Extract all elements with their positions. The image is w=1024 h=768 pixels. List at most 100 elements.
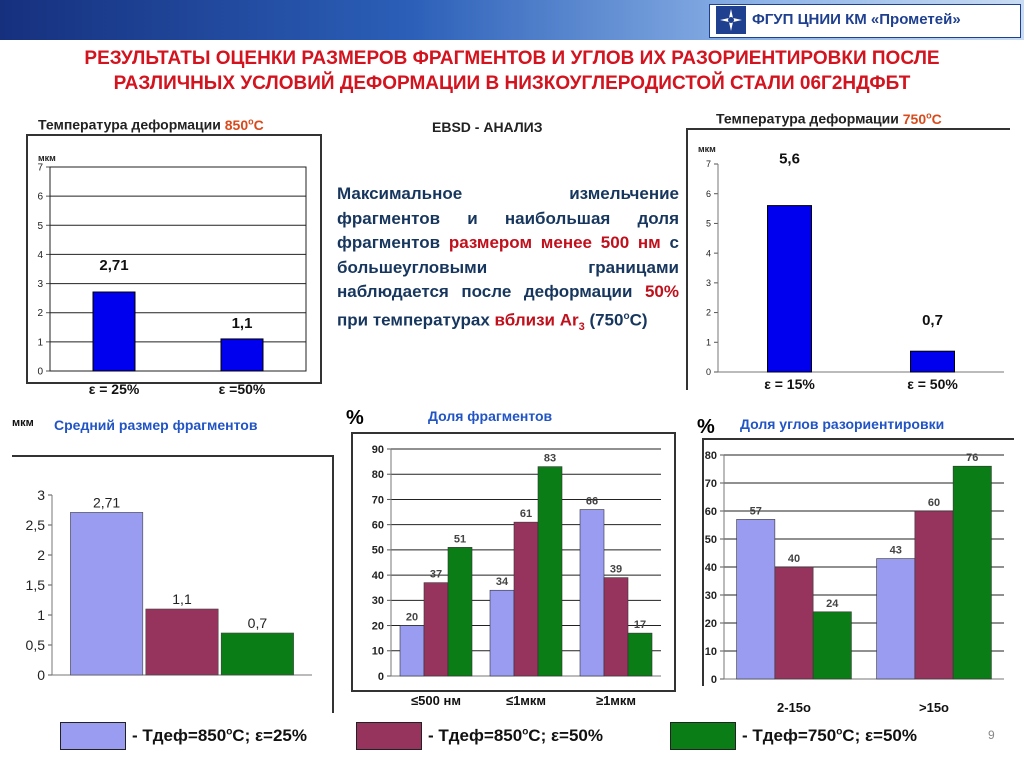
page-title-line-2: РАЗЛИЧНЫХ УСЛОВИЙ ДЕФОРМАЦИИ В НИЗКОУГЛЕ… xyxy=(113,73,911,94)
y-tick-label: 2 xyxy=(706,308,711,318)
bar xyxy=(489,589,515,677)
y-tick-label: 7 xyxy=(706,159,711,169)
y-tick-label: 1 xyxy=(706,337,711,347)
bar xyxy=(952,465,992,680)
data-label: 20 xyxy=(406,612,418,624)
x-tick-label: ε =50% xyxy=(219,381,266,397)
x-tick-label: ε = 15% xyxy=(764,376,815,392)
bar xyxy=(145,608,219,676)
y-tick-label: 5 xyxy=(37,221,43,232)
y-tick-label: 2,5 xyxy=(26,517,46,533)
y-tick-label: 30 xyxy=(372,595,384,607)
data-label: 17 xyxy=(634,619,646,631)
x-tick-label: ≥1мкм xyxy=(596,693,636,708)
data-label: 5,6 xyxy=(779,151,800,168)
data-label: 24 xyxy=(826,598,839,610)
y-axis-label: мкм xyxy=(38,153,56,163)
caption-temp-850: Температура деформации 850оС xyxy=(38,116,264,133)
description-text: Максимальное измельчение фрагментов и на… xyxy=(337,184,679,333)
y-tick-label: 6 xyxy=(37,192,43,203)
page-title-line-1: РЕЗУЛЬТАТЫ ОЦЕНКИ РАЗМЕРОВ ФРАГМЕНТОВ И … xyxy=(84,48,940,69)
y-tick-label: 2 xyxy=(37,547,45,563)
bar xyxy=(220,632,294,676)
bar xyxy=(767,205,812,373)
data-label: 34 xyxy=(496,576,509,588)
bar xyxy=(220,338,264,372)
y-tick-label: 40 xyxy=(372,570,384,582)
bar xyxy=(876,558,916,680)
bar xyxy=(812,611,852,680)
y-tick-label: 20 xyxy=(372,620,384,632)
bar xyxy=(603,577,629,677)
bar xyxy=(537,466,563,677)
bar xyxy=(910,350,955,373)
bar xyxy=(70,512,144,676)
page-number: 9 xyxy=(988,728,995,742)
bar xyxy=(774,566,814,680)
avg-size-title: Средний размер фрагментов xyxy=(54,417,258,433)
y-tick-label: 90 xyxy=(372,444,384,456)
caption-temp-750-prefix: Температура деформации xyxy=(716,110,903,127)
x-tick-label: ε = 50% xyxy=(907,376,958,392)
y-tick-label: 30 xyxy=(705,590,717,602)
avg-size-chart: 0 0,5 1 1,5 2 2,5 3 2,71 1,1 0,7 xyxy=(26,487,312,683)
org-name: ФГУП ЦНИИ КМ «Прометей» xyxy=(752,11,961,28)
chart-750: 0 1 2 3 4 5 6 7 мкм 5,6 ε = 15% 0,7 ε = 50% xyxy=(698,144,1004,392)
data-label: 40 xyxy=(788,553,800,565)
caption-temp-850-value: 850оС xyxy=(224,116,264,133)
y-tick-label: 2 xyxy=(37,308,43,319)
y-tick-label: 10 xyxy=(372,646,384,658)
y-tick-label: 50 xyxy=(372,545,384,557)
caption-temp-750: Температура деформации 750оС xyxy=(716,110,942,127)
y-tick-label: 0 xyxy=(37,367,43,378)
bar xyxy=(399,625,425,677)
y-tick-label: 5 xyxy=(706,219,711,229)
data-label: 57 xyxy=(750,505,762,517)
legend-label-850-50: - Тдеф=850оС; ε=50% xyxy=(428,726,603,745)
y-tick-label: 0,5 xyxy=(26,637,46,653)
y-tick-label: 60 xyxy=(372,520,384,532)
y-tick-label: 1 xyxy=(37,607,45,623)
legend-swatch-750-50 xyxy=(670,722,736,750)
pct-label-fragments: % xyxy=(346,407,364,429)
y-tick-label: 60 xyxy=(705,506,717,518)
y-tick-label: 20 xyxy=(705,618,717,630)
data-label: 0,7 xyxy=(922,312,943,329)
y-tick-label: 1,5 xyxy=(26,577,46,593)
y-tick-label: 70 xyxy=(705,478,717,490)
data-label: 83 xyxy=(544,453,556,465)
bar xyxy=(447,547,473,677)
pct-label-angles: % xyxy=(697,416,715,438)
x-tick-label: ≤1мкм xyxy=(506,693,546,708)
y-axis-label: мкм xyxy=(698,144,716,154)
y-tick-label: 70 xyxy=(372,494,384,506)
caption-temp-750-value: 750оС xyxy=(902,110,942,127)
org-logo-box xyxy=(709,4,1021,38)
x-tick-label: ε = 25% xyxy=(89,381,140,397)
data-label: 43 xyxy=(890,545,902,557)
data-label: 66 xyxy=(586,496,598,508)
data-label: 39 xyxy=(610,564,622,576)
plot-frame xyxy=(49,166,307,372)
y-tick-label: 3 xyxy=(37,279,43,290)
y-tick-label: 50 xyxy=(705,534,717,546)
bar xyxy=(627,632,653,677)
y-tick-label: 4 xyxy=(706,248,711,258)
y-tick-label: 3 xyxy=(37,487,45,503)
fragment-share-title: Доля фрагментов xyxy=(428,408,553,424)
data-label: 61 xyxy=(520,508,532,520)
data-label: 2,71 xyxy=(99,257,128,274)
data-label: 37 xyxy=(430,569,442,581)
legend-swatch-850-50 xyxy=(356,722,422,750)
data-label: 76 xyxy=(966,452,978,464)
prometey-emblem-icon xyxy=(716,6,746,34)
bar xyxy=(579,509,605,677)
data-label: 0,7 xyxy=(248,615,268,631)
data-label: 1,1 xyxy=(172,591,192,607)
bar xyxy=(423,582,449,677)
chart-750-panel xyxy=(686,128,1010,390)
legend-swatch-850-25 xyxy=(60,722,126,750)
y-tick-label: 0 xyxy=(711,674,717,686)
data-label: 51 xyxy=(454,533,466,545)
